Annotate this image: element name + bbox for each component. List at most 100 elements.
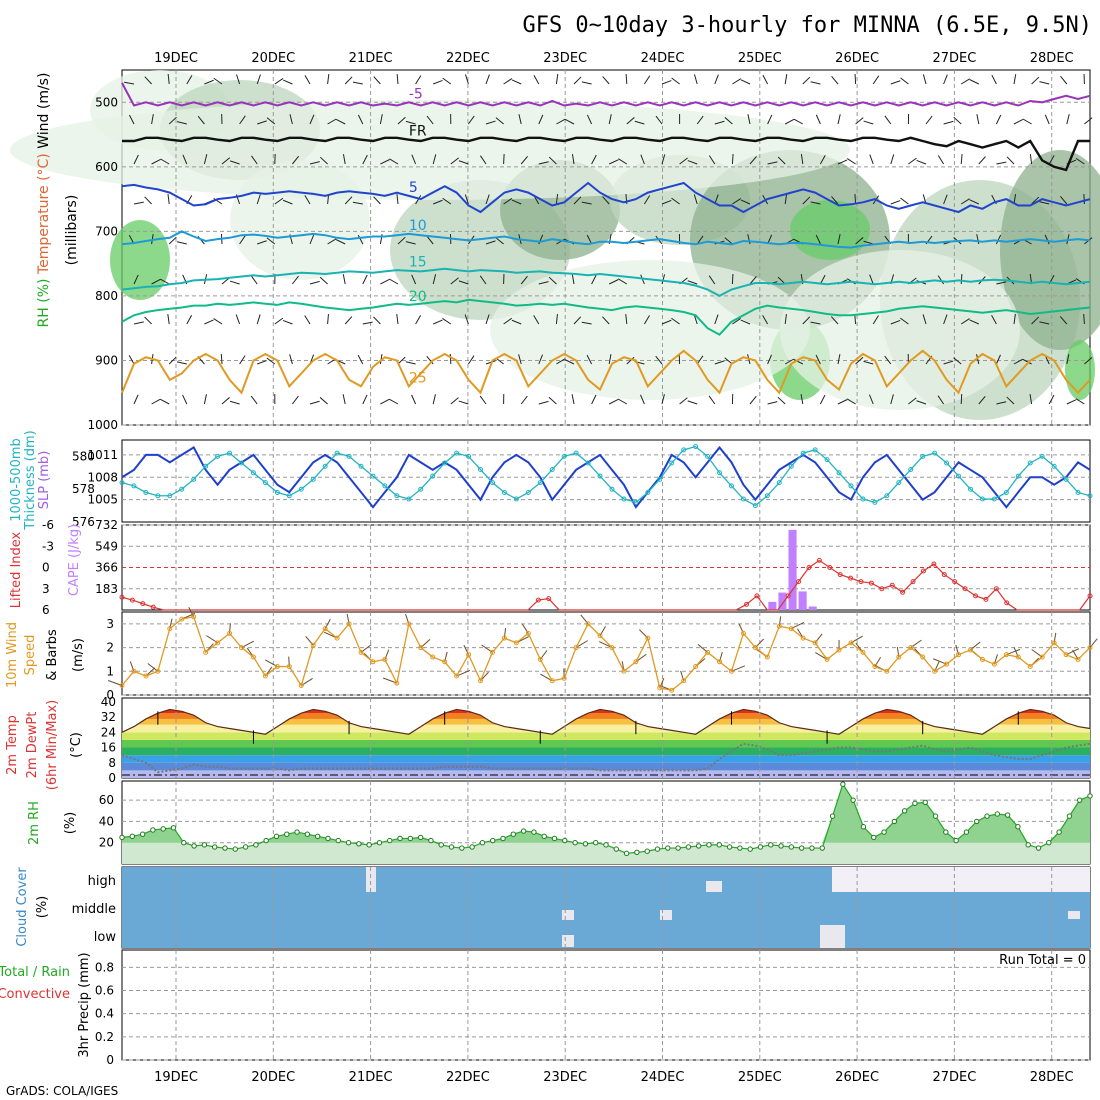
thickness-point (1027, 460, 1033, 466)
wind-barb (362, 274, 368, 285)
wind-barb (724, 117, 733, 125)
wind-speed-point (1075, 656, 1081, 662)
wind-barb (747, 114, 751, 125)
temp-band (122, 770, 1090, 778)
wind-barb (405, 120, 416, 125)
rh-point (1004, 812, 1011, 818)
thickness-point (191, 476, 197, 482)
wind-barb (1044, 234, 1050, 245)
lifted-index-point (1087, 593, 1093, 599)
wind-barb (655, 355, 663, 365)
thickness-point (358, 463, 364, 469)
lifted-index-point (1004, 600, 1010, 606)
rh-point (263, 837, 269, 844)
wind-barb (996, 281, 1007, 285)
y-tick-label: 580 (72, 449, 95, 463)
rh-point (417, 834, 424, 841)
rh-point (541, 833, 547, 840)
wind-barb (442, 317, 452, 325)
lifted-index-line (121, 559, 1091, 611)
lifted-index-point (806, 565, 812, 570)
wind-barb (1006, 156, 1015, 165)
wind-barb (485, 360, 496, 365)
y-tick-label: 2 (106, 641, 114, 655)
wind-barb (969, 79, 980, 85)
lifted-index-point (941, 572, 947, 578)
wind-speed-point (525, 630, 531, 636)
y-axis-label-part: Temperature (°C) (36, 153, 52, 278)
wind-barb (618, 158, 628, 165)
wind-barb (696, 115, 704, 125)
thickness-point (143, 489, 149, 495)
thickness-point (334, 450, 340, 456)
wind-barb (869, 154, 874, 165)
wind-barb (581, 81, 592, 85)
y-tick-label: 0 (106, 688, 114, 702)
wind-barb (133, 154, 139, 165)
wind-speed-point (872, 664, 878, 670)
wind-barb (426, 356, 434, 365)
wind-speed-point (693, 664, 699, 670)
wind-barb (643, 75, 651, 85)
wind-barb (884, 355, 892, 365)
wind-barb (538, 281, 549, 285)
isotherm-label: 20 (409, 289, 427, 305)
lifted-index-point (129, 597, 135, 603)
rh-point (150, 827, 156, 833)
wind-barb (793, 118, 804, 125)
lifted-index-point (754, 593, 760, 599)
lifted-index-point (796, 579, 802, 585)
wind-barb (342, 154, 346, 165)
wind-barb (890, 154, 895, 165)
wind-barb (1039, 201, 1050, 205)
wind-speed-point (621, 668, 627, 674)
wind-speed-point (250, 654, 256, 660)
y-tick-label: 0 (108, 771, 116, 785)
wind-barb (1048, 394, 1055, 405)
wind-speed-point (203, 649, 209, 655)
thickness-point (382, 483, 388, 489)
thickness-point (370, 473, 376, 479)
wind-barb (415, 315, 422, 325)
wind-barb (996, 161, 1007, 165)
wind-speed-point (215, 640, 221, 646)
wind-barb (960, 78, 971, 85)
wind-barb (442, 197, 452, 205)
isotherm-line (121, 181, 1091, 214)
cloud-clear-block (706, 881, 722, 892)
wind-barb (995, 234, 1002, 245)
wind-barb (655, 115, 663, 125)
wind-barb (714, 120, 725, 125)
y-axis-label: (m/s) (71, 638, 86, 672)
wind-barb (257, 120, 267, 125)
rh-point (356, 841, 362, 847)
thickness-point (406, 496, 412, 502)
wind-barb (991, 315, 997, 325)
wind-speed-point (239, 645, 245, 651)
thickness-point (155, 493, 161, 499)
rh-point (397, 835, 403, 842)
wind-speed-point (1063, 652, 1069, 658)
thickness-point (848, 483, 854, 489)
rh-point (232, 846, 238, 852)
wind-barb (292, 395, 299, 405)
rh-point (634, 849, 640, 855)
thickness-point (310, 476, 316, 482)
wind-barb (714, 314, 719, 325)
wind-barb (344, 316, 353, 325)
wind-barb (458, 400, 469, 405)
wind-speed-point (657, 685, 663, 691)
cloud-clear-block (562, 910, 574, 920)
thickness-point (657, 476, 663, 482)
wind-barb (661, 274, 666, 285)
rh-point (314, 833, 321, 840)
chart-title: GFS 0~10day 3-hourly for MINNA (6.5E, 9.… (522, 13, 1092, 38)
rh-point (520, 828, 527, 834)
date-label-top: 24DEC (641, 51, 685, 66)
wind-barb (168, 236, 177, 245)
thickness-point (322, 463, 328, 469)
wind-barb (1031, 196, 1040, 205)
thickness-point (645, 489, 651, 495)
lifted-index-point (879, 586, 885, 592)
wind-barb (221, 157, 231, 165)
